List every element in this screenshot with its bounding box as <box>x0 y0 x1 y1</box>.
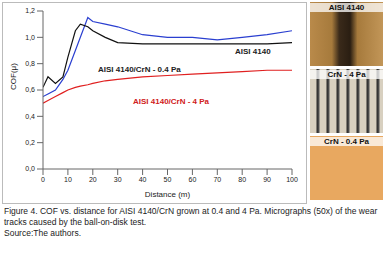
svg-text:20: 20 <box>89 176 97 183</box>
svg-text:COF(μ): COF(μ) <box>9 63 18 90</box>
svg-text:0,6: 0,6 <box>25 86 35 93</box>
html-text:CrN - 4 Pa: CrN - 4 Pa <box>327 70 366 79</box>
svg-text:1,0: 1,0 <box>25 34 35 41</box>
svg-text:10: 10 <box>64 176 72 183</box>
svg-text:90: 90 <box>263 176 271 183</box>
svg-text:40: 40 <box>139 176 147 183</box>
html-text:AISI 4140/CrN - 0.4 Pa: AISI 4140/CrN - 0.4 Pa <box>98 65 181 74</box>
svg-text:0,2: 0,2 <box>25 139 35 146</box>
svg-text:0,4: 0,4 <box>25 113 35 120</box>
html-text:AISI 4140: AISI 4140 <box>235 47 271 56</box>
svg-text:50: 50 <box>164 176 172 183</box>
svg-text:60: 60 <box>189 176 197 183</box>
svg-text:0: 0 <box>41 176 45 183</box>
svg-text:70: 70 <box>213 176 221 183</box>
html-text:Source:The authors.: Source:The authors. <box>4 228 81 238</box>
svg-text:30: 30 <box>114 176 122 183</box>
svg-text:100: 100 <box>286 176 298 183</box>
html-text:Figure 4. COF vs. distance for: Figure 4. COF vs. distance for AISI 4140… <box>4 206 378 227</box>
svg-text:0,8: 0,8 <box>25 60 35 67</box>
html-text:AISI 4140: AISI 4140 <box>328 3 365 12</box>
html-text:CrN - 0.4 Pa: CrN - 0.4 Pa <box>324 137 369 146</box>
svg-text:0,0: 0,0 <box>25 165 35 172</box>
svg-text:80: 80 <box>238 176 246 183</box>
html-text:AISI 4140/CrN - 4 Pa: AISI 4140/CrN - 4 Pa <box>133 97 209 106</box>
svg-text:1,2: 1,2 <box>25 7 35 14</box>
svg-text:Distance (m): Distance (m) <box>145 190 191 199</box>
